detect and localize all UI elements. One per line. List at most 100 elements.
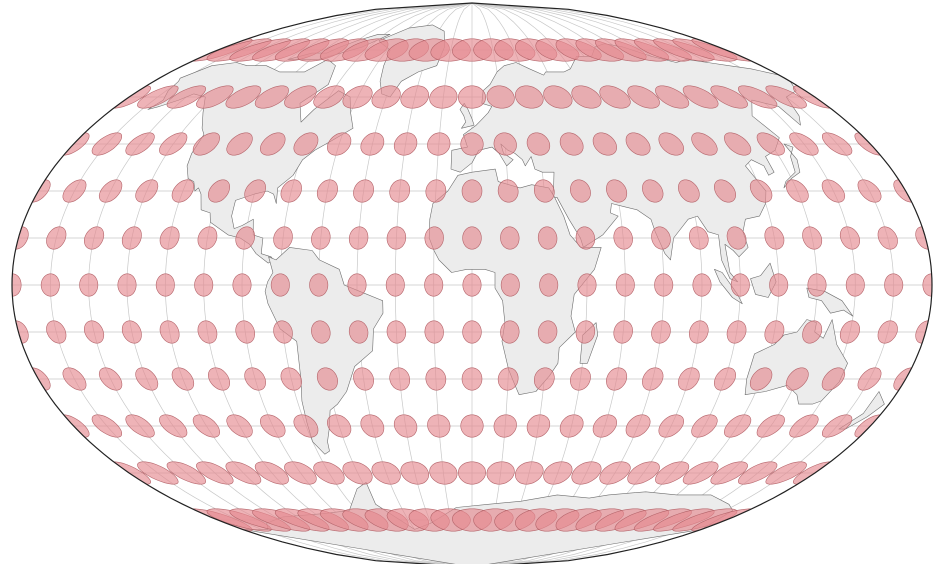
tissot-indicatrix	[280, 179, 302, 203]
tissot-indicatrix	[613, 320, 633, 344]
tissot-indicatrix	[682, 85, 719, 109]
tissot-indicatrix	[857, 367, 882, 391]
tissot-indicatrix	[821, 179, 846, 203]
tissot-indicatrix	[400, 461, 430, 485]
tissot-indicatrix	[839, 320, 861, 344]
tissot-indicatrix	[605, 179, 628, 203]
tissot-indicatrix	[821, 367, 846, 391]
tissot-indicatrix	[400, 85, 430, 109]
tissot-indicatrix	[244, 179, 266, 203]
tissot-indicatrix	[534, 179, 555, 203]
tissot-indicatrix	[347, 273, 367, 297]
tissot-indicatrix	[62, 179, 87, 203]
tissot-indicatrix	[802, 320, 823, 344]
tissot-indicatrix	[429, 85, 458, 109]
tissot-indicatrix	[877, 226, 898, 250]
tissot-indicatrix	[457, 85, 487, 109]
tissot-indicatrix	[225, 461, 262, 485]
tissot-indicatrix	[235, 226, 256, 250]
tissot-indicatrix	[497, 367, 519, 391]
tissot-indicatrix	[655, 85, 690, 109]
tissot-indicatrix	[500, 273, 520, 297]
tissot-indicatrix	[309, 273, 329, 297]
tissot-indicatrix	[627, 461, 660, 485]
tissot-indicatrix	[559, 414, 584, 438]
tissot-indicatrix	[713, 179, 737, 203]
tissot-indicatrix	[651, 320, 671, 344]
tissot-indicatrix	[79, 273, 99, 297]
tissot-indicatrix	[273, 226, 293, 250]
tissot-indicatrix	[692, 273, 712, 297]
tissot-indicatrix	[749, 367, 773, 391]
tissot-indicatrix	[723, 414, 752, 438]
tissot-indicatrix	[137, 461, 179, 485]
tissot-indicatrix	[605, 367, 628, 391]
tissot-indicatrix	[171, 367, 195, 391]
tissot-indicatrix	[785, 367, 809, 391]
tissot-indicatrix	[726, 226, 747, 250]
tissot-indicatrix	[571, 85, 602, 109]
tissot-indicatrix	[166, 85, 207, 109]
tissot-indicatrix	[691, 414, 718, 438]
tissot-indicatrix	[737, 461, 778, 485]
tissot-indicatrix	[592, 414, 617, 438]
tissot-indicatrix	[137, 85, 179, 109]
tissot-indicatrix	[197, 320, 218, 344]
tissot-indicatrix	[688, 226, 709, 250]
tissot-indicatrix	[922, 273, 932, 297]
tissot-indicatrix	[197, 226, 218, 250]
tissot-indicatrix	[839, 226, 861, 250]
tissot-indicatrix	[592, 132, 617, 156]
tissot-indicatrix	[316, 179, 339, 203]
tissot-indicatrix	[424, 320, 444, 344]
tissot-indicatrix	[575, 226, 596, 250]
tissot-indicatrix	[232, 273, 252, 297]
tissot-indicatrix	[83, 320, 105, 344]
tissot-indicatrix	[207, 179, 231, 203]
tissot-indicatrix	[737, 85, 778, 109]
tissot-indicatrix	[764, 320, 785, 344]
tissot-indicatrix	[166, 461, 207, 485]
tissot-indicatrix	[226, 414, 253, 438]
tissot-indicatrix	[461, 179, 483, 203]
tissot-indicatrix	[425, 179, 447, 203]
tissot-indicatrix	[807, 273, 827, 297]
tissot-indicatrix	[316, 367, 339, 391]
tissot-indicatrix	[526, 414, 551, 438]
tissot-indicatrix	[571, 461, 602, 485]
tissot-indicatrix	[599, 461, 631, 485]
tissot-indicatrix	[424, 226, 444, 250]
tissot-indicatrix	[625, 414, 651, 438]
tissot-indicatrix	[534, 367, 555, 391]
tissot-indicatrix	[425, 367, 447, 391]
tissot-indicatrix	[625, 132, 651, 156]
tissot-indicatrix	[691, 132, 718, 156]
tissot-indicatrix	[462, 226, 482, 250]
tissot-indicatrix	[360, 414, 385, 438]
tissot-indicatrix	[765, 85, 807, 109]
tissot-indicatrix	[460, 414, 484, 438]
tissot-indicatrix	[655, 461, 690, 485]
tissot-indicatrix	[486, 461, 515, 485]
tissot-indicatrix	[135, 367, 159, 391]
tissot-indicatrix	[642, 179, 664, 203]
tissot-indicatrix	[207, 367, 231, 391]
tissot-indicatrix	[688, 320, 709, 344]
tissot-indicatrix	[91, 132, 122, 156]
landmass-sumatra	[714, 269, 743, 305]
tissot-indicatrix	[713, 367, 737, 391]
tissot-indicatrix	[493, 132, 517, 156]
tissot-indicatrix	[424, 273, 444, 297]
tissot-indicatrix	[537, 320, 558, 344]
tissot-indicatrix	[259, 414, 286, 438]
tissot-indicatrix	[514, 461, 544, 485]
tissot-indicatrix	[678, 179, 700, 203]
tissot-indicatrix	[393, 132, 418, 156]
tissot-indicatrix	[284, 85, 317, 109]
tissot-indicatrix	[559, 132, 584, 156]
tissot-indicatrix	[385, 273, 405, 297]
tissot-indicatrix	[802, 226, 823, 250]
tissot-indicatrix	[342, 85, 373, 109]
